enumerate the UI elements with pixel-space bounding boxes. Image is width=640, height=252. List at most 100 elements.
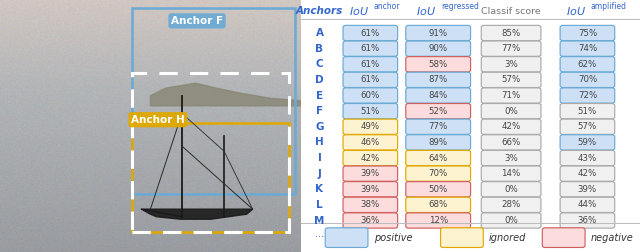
Text: 62%: 62% xyxy=(578,60,597,69)
Text: M: M xyxy=(314,215,324,226)
Text: 49%: 49% xyxy=(361,122,380,131)
Text: 0%: 0% xyxy=(504,107,518,116)
Text: 59%: 59% xyxy=(578,138,597,147)
Text: 87%: 87% xyxy=(429,75,448,84)
Text: anchor: anchor xyxy=(374,2,400,11)
FancyBboxPatch shape xyxy=(560,72,615,87)
FancyBboxPatch shape xyxy=(481,135,541,150)
FancyBboxPatch shape xyxy=(560,41,615,56)
Text: 39%: 39% xyxy=(361,185,380,194)
FancyBboxPatch shape xyxy=(560,88,615,103)
FancyBboxPatch shape xyxy=(481,72,541,87)
FancyBboxPatch shape xyxy=(343,150,397,166)
Text: 70%: 70% xyxy=(429,169,448,178)
Text: 58%: 58% xyxy=(429,60,448,69)
FancyBboxPatch shape xyxy=(406,182,470,197)
FancyBboxPatch shape xyxy=(343,88,397,103)
Text: B: B xyxy=(316,44,323,54)
Text: 57%: 57% xyxy=(578,122,597,131)
FancyBboxPatch shape xyxy=(481,182,541,197)
Text: Anchors: Anchors xyxy=(296,6,343,16)
Text: 0%: 0% xyxy=(504,185,518,194)
FancyBboxPatch shape xyxy=(560,166,615,181)
Bar xyxy=(132,73,289,232)
Text: 74%: 74% xyxy=(578,44,597,53)
FancyBboxPatch shape xyxy=(481,166,541,181)
Text: 42%: 42% xyxy=(502,122,521,131)
Text: 64%: 64% xyxy=(429,153,448,163)
FancyBboxPatch shape xyxy=(560,119,615,134)
Polygon shape xyxy=(150,83,301,106)
FancyBboxPatch shape xyxy=(406,197,470,212)
FancyBboxPatch shape xyxy=(481,119,541,134)
FancyBboxPatch shape xyxy=(343,72,397,87)
Text: A: A xyxy=(316,28,323,38)
Text: 14%: 14% xyxy=(502,169,521,178)
Bar xyxy=(132,8,295,194)
Text: 61%: 61% xyxy=(361,44,380,53)
Text: 61%: 61% xyxy=(361,60,380,69)
Text: F: F xyxy=(316,106,323,116)
FancyBboxPatch shape xyxy=(343,104,397,119)
Text: 51%: 51% xyxy=(361,107,380,116)
Text: 90%: 90% xyxy=(429,44,448,53)
Text: H: H xyxy=(315,137,324,147)
Text: 70%: 70% xyxy=(578,75,597,84)
Text: 46%: 46% xyxy=(361,138,380,147)
Text: Classif score: Classif score xyxy=(481,7,541,16)
Text: 84%: 84% xyxy=(429,91,448,100)
FancyBboxPatch shape xyxy=(406,166,470,181)
Text: I: I xyxy=(317,153,321,163)
FancyBboxPatch shape xyxy=(343,119,397,134)
Text: regressed: regressed xyxy=(442,2,479,11)
Text: Anchor F: Anchor F xyxy=(171,16,223,26)
FancyBboxPatch shape xyxy=(325,228,368,247)
Text: 44%: 44% xyxy=(578,200,597,209)
Text: 43%: 43% xyxy=(578,153,597,163)
Text: C: C xyxy=(316,59,323,69)
FancyBboxPatch shape xyxy=(560,135,615,150)
FancyBboxPatch shape xyxy=(560,182,615,197)
FancyBboxPatch shape xyxy=(560,150,615,166)
Text: positive: positive xyxy=(374,233,412,243)
Text: $\it{IoU}$: $\it{IoU}$ xyxy=(417,5,436,17)
FancyBboxPatch shape xyxy=(406,57,470,72)
Text: 89%: 89% xyxy=(429,138,448,147)
FancyBboxPatch shape xyxy=(406,88,470,103)
Text: 85%: 85% xyxy=(502,28,521,38)
Text: 42%: 42% xyxy=(361,153,380,163)
Text: 52%: 52% xyxy=(429,107,448,116)
FancyBboxPatch shape xyxy=(542,228,585,247)
Text: ...: ... xyxy=(315,229,324,239)
FancyBboxPatch shape xyxy=(560,213,615,228)
FancyBboxPatch shape xyxy=(481,88,541,103)
FancyBboxPatch shape xyxy=(481,150,541,166)
Text: 39%: 39% xyxy=(578,185,597,194)
FancyBboxPatch shape xyxy=(343,41,397,56)
FancyBboxPatch shape xyxy=(560,57,615,72)
FancyBboxPatch shape xyxy=(406,150,470,166)
Text: 91%: 91% xyxy=(429,28,448,38)
Text: 75%: 75% xyxy=(578,28,597,38)
FancyBboxPatch shape xyxy=(406,104,470,119)
Text: 28%: 28% xyxy=(502,200,521,209)
FancyBboxPatch shape xyxy=(343,57,397,72)
Text: 71%: 71% xyxy=(502,91,521,100)
Text: $\it{IoU}$: $\it{IoU}$ xyxy=(566,5,586,17)
FancyBboxPatch shape xyxy=(406,72,470,87)
FancyBboxPatch shape xyxy=(560,25,615,41)
FancyBboxPatch shape xyxy=(343,25,397,41)
Text: 0%: 0% xyxy=(504,216,518,225)
FancyBboxPatch shape xyxy=(343,197,397,212)
Text: 39%: 39% xyxy=(361,169,380,178)
Text: K: K xyxy=(316,184,323,194)
FancyBboxPatch shape xyxy=(343,213,397,228)
Text: 61%: 61% xyxy=(361,75,380,84)
Text: 42%: 42% xyxy=(578,169,597,178)
Text: Anchor H: Anchor H xyxy=(131,115,185,125)
Text: 36%: 36% xyxy=(578,216,597,225)
Text: 12%: 12% xyxy=(429,216,448,225)
FancyBboxPatch shape xyxy=(406,119,470,134)
Text: 36%: 36% xyxy=(361,216,380,225)
FancyBboxPatch shape xyxy=(343,135,397,150)
